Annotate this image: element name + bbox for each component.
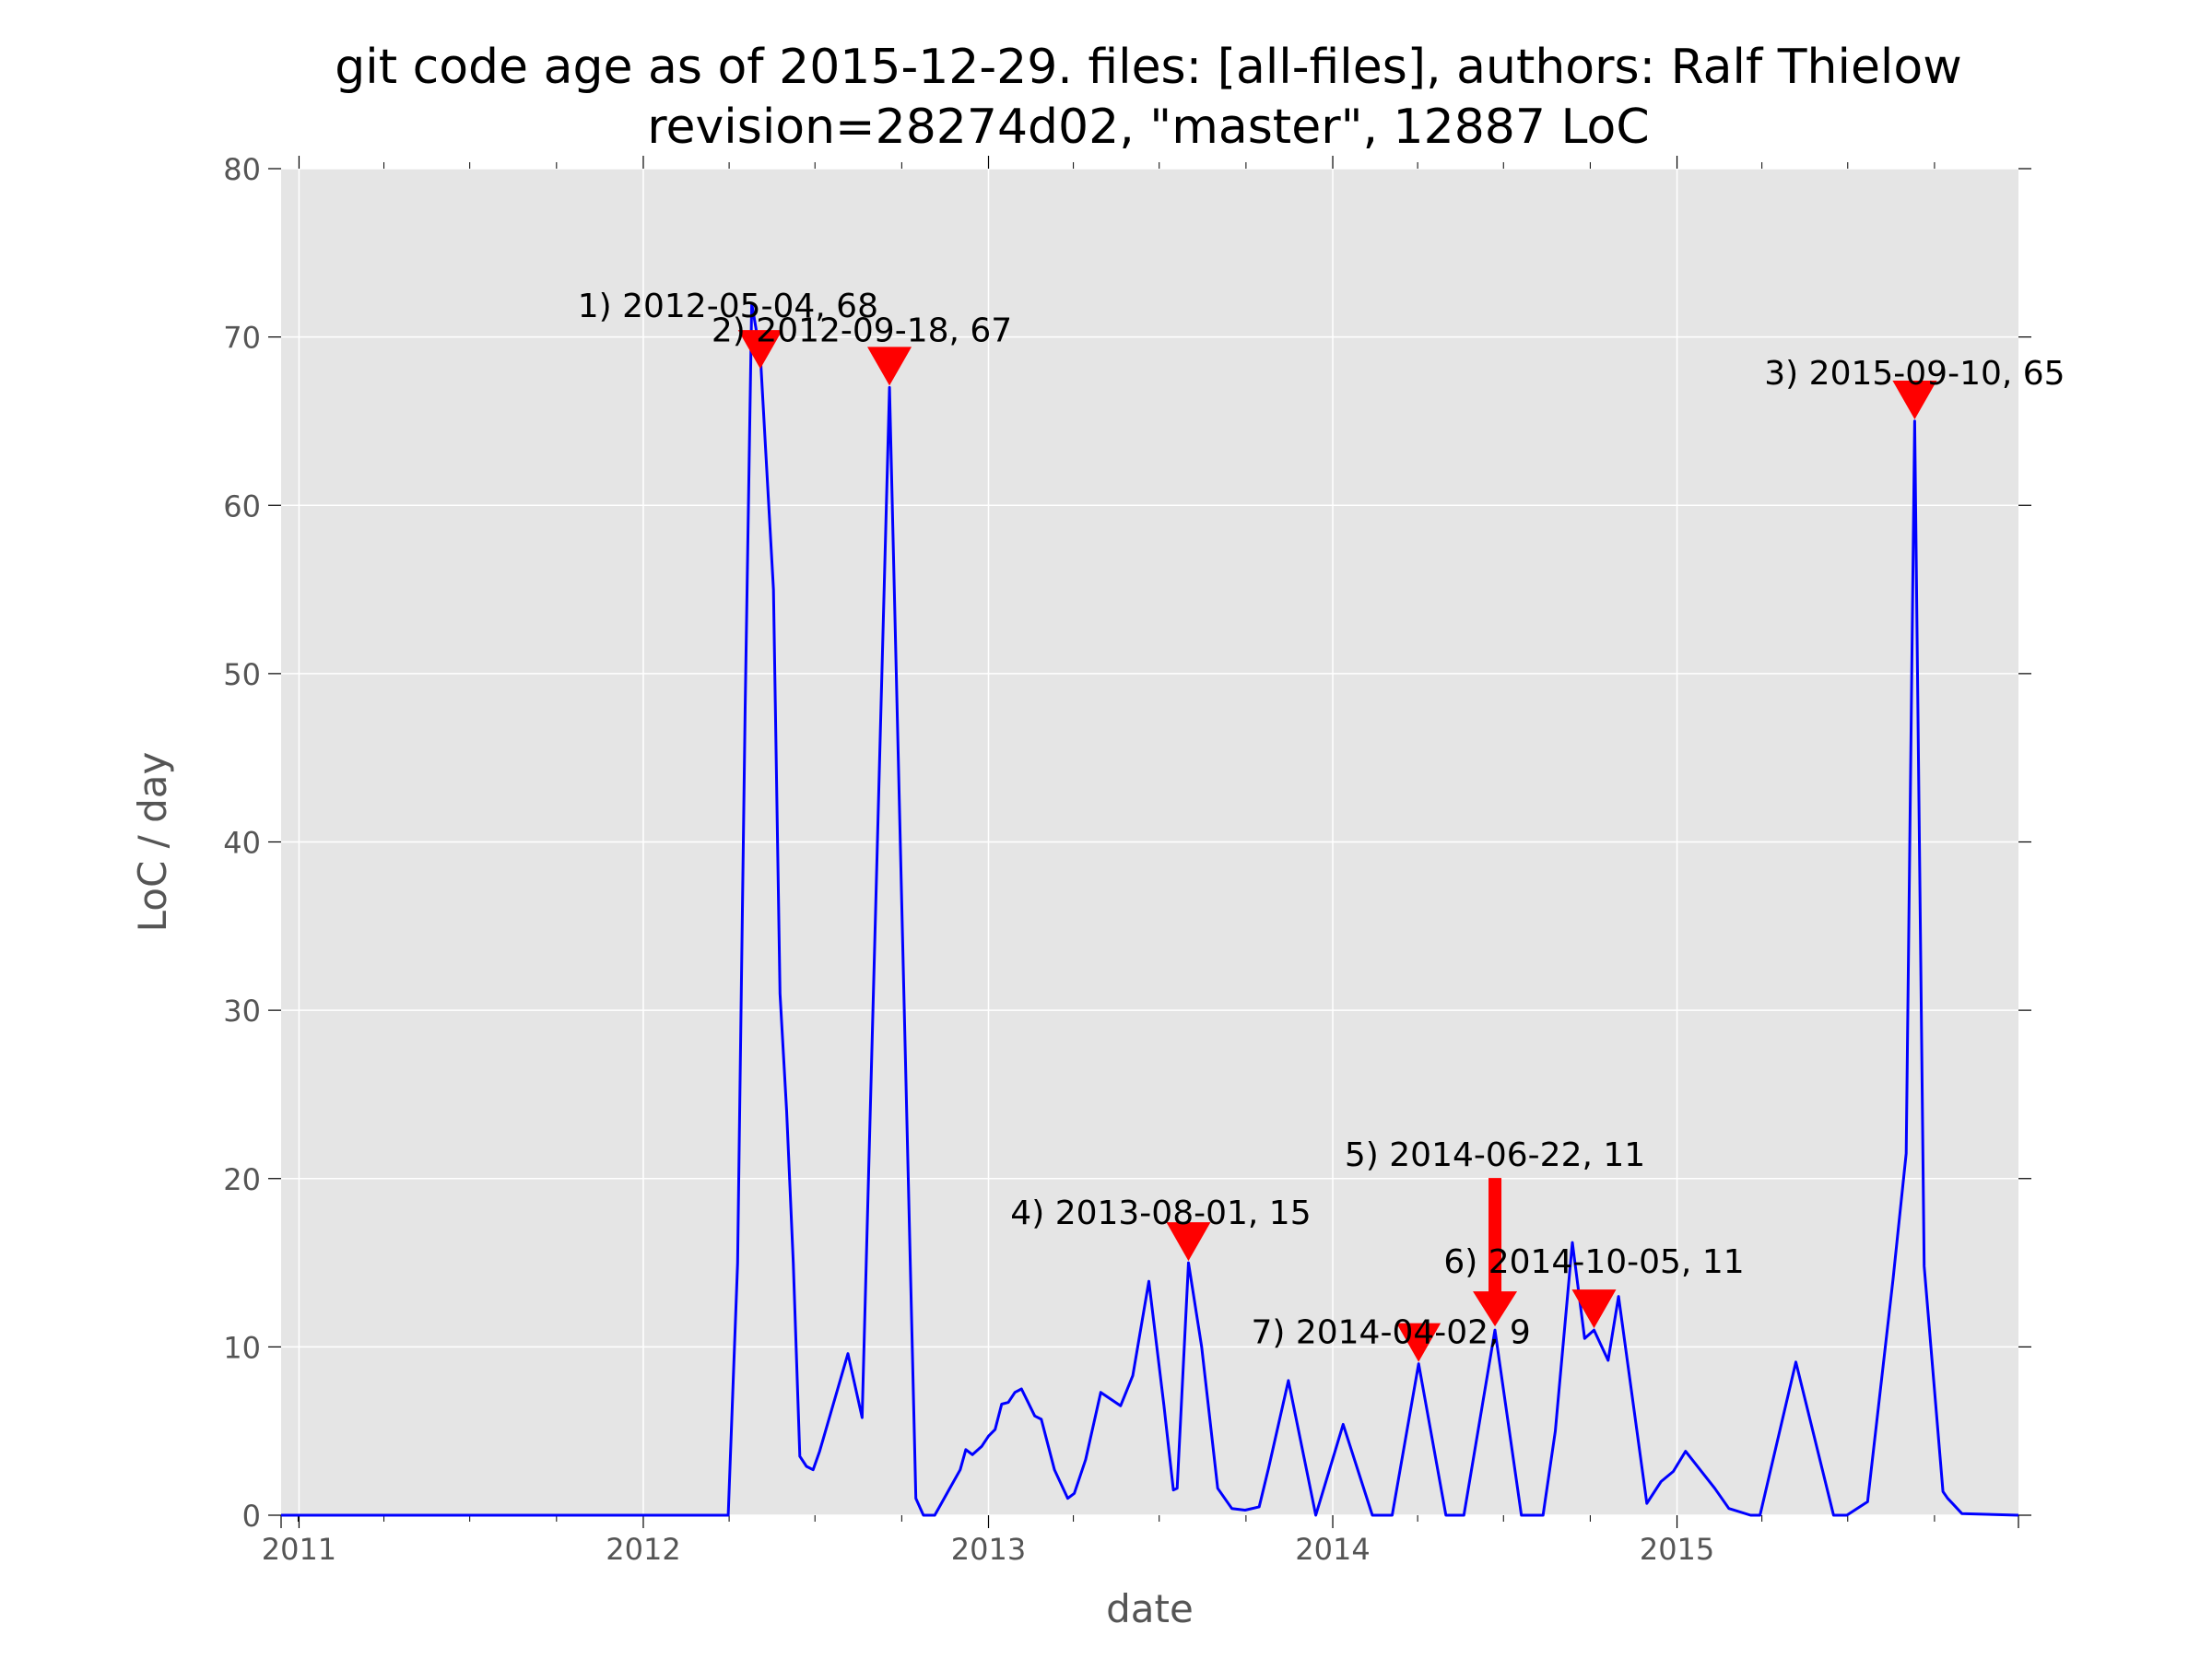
y-tick-label: 60 xyxy=(223,488,261,524)
x-tick-label: 2012 xyxy=(606,1532,680,1567)
data-line-layer xyxy=(281,301,2019,1517)
annotation-label: 4) 2013-08-01, 15 xyxy=(1010,1194,1311,1232)
annotation-marker xyxy=(1396,1323,1441,1362)
annotation-labels: 1) 2012-05-04, 682) 2012-09-18, 67 3) 201… xyxy=(578,288,2065,1351)
annotation-marker xyxy=(1571,1289,1617,1329)
x-axis-label: date xyxy=(1106,1586,1194,1631)
annotation-marker xyxy=(737,330,782,370)
annotation-label: 3) 2015-09-10, 65 xyxy=(1764,355,2065,393)
y-tick-label: 30 xyxy=(223,994,261,1029)
y-axis-label: LoC / day xyxy=(130,752,175,933)
y-tick-label: 0 xyxy=(242,1499,261,1534)
annotation-marker xyxy=(1892,380,1937,419)
annotation-label: 1) 2012-05-04, 68 xyxy=(578,288,878,325)
axis-ticks: 0 10 20 30 40 50 60 70 80 2011 2012 2013 2014 2015 xyxy=(223,152,2031,1567)
y-tick-label: 80 xyxy=(223,152,261,187)
x-tick-label: 2013 xyxy=(951,1532,1026,1567)
y-tick-label: 20 xyxy=(223,1162,261,1197)
x-tick-label: 2011 xyxy=(262,1532,336,1567)
annotation-label: 5) 2014-06-22, 11 xyxy=(1345,1136,1645,1174)
y-tick-label: 50 xyxy=(223,657,261,692)
series-line xyxy=(281,301,2019,1517)
annotation-label: 2) 2012-09-18, 67 xyxy=(712,312,1012,349)
x-tick-label: 2014 xyxy=(1295,1532,1370,1567)
annotation-arrow-shaft xyxy=(1488,1178,1502,1299)
annotation-arrow-head xyxy=(1473,1291,1518,1327)
y-tick-label: 40 xyxy=(223,826,261,861)
annotation-markers xyxy=(737,330,1937,1362)
chart-title: git code age as of 2015-12-29. files: [a… xyxy=(335,40,1961,95)
x-tick-label: 2015 xyxy=(1640,1532,1714,1567)
annotation-marker xyxy=(1166,1222,1211,1262)
chart-subtitle: revision=28274d02, "master", 12887 LoC xyxy=(647,100,1649,155)
annotation-marker xyxy=(867,347,912,386)
annotation-label: 6) 2014-10-05, 11 xyxy=(1443,1243,1744,1281)
y-tick-label: 10 xyxy=(223,1330,261,1365)
y-tick-label: 70 xyxy=(223,321,261,356)
annotation-label: 7) 2014-04-02, 9 xyxy=(1251,1314,1530,1352)
grid-lines xyxy=(281,168,2018,1516)
